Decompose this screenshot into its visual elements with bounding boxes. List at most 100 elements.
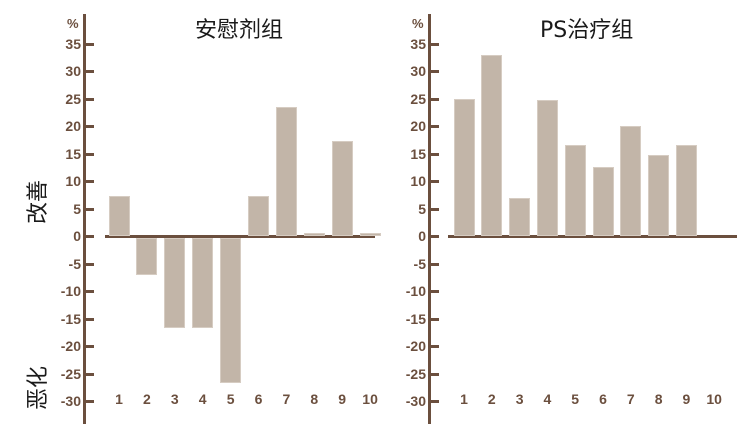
y-tick (85, 180, 94, 183)
y-tick (430, 290, 439, 293)
y-tick (85, 125, 94, 128)
bar (620, 126, 642, 236)
y-tick-label: 35 (65, 35, 81, 52)
y-tick (430, 400, 439, 403)
y-tick-label: 5 (73, 200, 81, 217)
bar (648, 155, 670, 236)
x-tick-label: 2 (142, 391, 151, 407)
y-tick-label: 20 (410, 118, 426, 134)
y-tick-label: -25 (60, 365, 81, 382)
y-tick-label: -30 (405, 393, 426, 409)
y-tick-label: -5 (413, 255, 426, 272)
y-tick-label: -30 (60, 393, 81, 409)
chart-title: 安慰剂组 (195, 18, 284, 43)
y-tick (85, 345, 94, 348)
y-tick-label: 0 (73, 228, 81, 244)
y-tick-label: -25 (405, 365, 426, 382)
y-tick (85, 235, 94, 238)
bar (592, 167, 614, 236)
y-tick-label: 15 (65, 145, 81, 162)
bar (509, 197, 531, 236)
y-tick-label: -20 (60, 338, 81, 354)
x-tick-label: 2 (487, 391, 496, 407)
bar (275, 106, 297, 236)
y-tick-label: 10 (410, 173, 426, 189)
y-tick-label: 35 (410, 35, 426, 52)
y-tick (85, 70, 94, 73)
zero-baseline (105, 235, 375, 238)
y-tick (430, 97, 439, 101)
y-tick-label: 10 (65, 173, 81, 189)
y-tick (430, 70, 439, 73)
bar (564, 144, 586, 236)
y-tick (430, 152, 439, 156)
y-tick (85, 262, 94, 266)
y-axis-unit: % (67, 16, 79, 31)
y-tick-label: 15 (410, 145, 426, 162)
bar (331, 140, 353, 236)
y-tick-label: 0 (418, 228, 426, 244)
x-tick-label: 8 (310, 391, 319, 407)
x-tick-label: 6 (599, 391, 607, 407)
bar (481, 54, 503, 236)
y-tick-label: -15 (405, 310, 426, 327)
y-tick (85, 400, 94, 403)
x-tick-label: 10 (706, 391, 722, 407)
y-tick-label: -10 (60, 283, 81, 299)
y-axis-unit: % (412, 16, 424, 31)
y-tick (430, 372, 439, 376)
bar (303, 233, 325, 236)
y-tick (85, 207, 94, 211)
y-tick-label: -15 (60, 310, 81, 327)
y-tick (430, 235, 439, 238)
y-tick (85, 372, 94, 376)
zero-baseline (448, 235, 737, 238)
y-tick (430, 180, 439, 183)
y-tick (85, 97, 94, 101)
bar (675, 144, 697, 236)
bar (192, 238, 214, 329)
x-tick-label: 4 (198, 391, 207, 407)
y-tick (430, 262, 439, 266)
y-tick-label: 30 (410, 63, 426, 79)
y-tick-label: 30 (65, 63, 81, 79)
x-tick-label: 7 (626, 391, 635, 407)
bar (164, 238, 186, 329)
bar (108, 195, 130, 236)
y-tick-label: -5 (68, 255, 81, 272)
y-axis (428, 14, 431, 424)
bar (220, 238, 242, 384)
x-tick-label: 5 (571, 391, 580, 407)
y-tick (85, 152, 94, 156)
y-tick-label: 25 (410, 90, 426, 107)
y-tick (430, 207, 439, 211)
x-tick-label: 4 (543, 391, 552, 407)
x-tick-label: 9 (682, 391, 691, 407)
y-tick (430, 125, 439, 128)
x-tick-label: 8 (654, 391, 663, 407)
bar (453, 98, 475, 236)
y-tick (85, 290, 94, 293)
bar (248, 195, 269, 236)
y-tick (430, 42, 439, 46)
y-tick (85, 317, 94, 321)
bar (536, 100, 558, 236)
x-tick-label: 1 (115, 391, 123, 407)
x-tick-label: 5 (226, 391, 235, 407)
y-tick (430, 345, 439, 348)
y-tick-label: 5 (418, 200, 426, 217)
x-tick-label: 10 (362, 391, 378, 407)
y-tick-label: -20 (405, 338, 426, 354)
x-tick-label: 9 (338, 391, 347, 407)
y-tick-label: 25 (65, 90, 81, 107)
x-tick-label: 3 (170, 391, 179, 407)
y-tick-label: -10 (405, 283, 426, 299)
x-tick-label: 6 (254, 391, 263, 407)
bar (359, 233, 381, 236)
x-tick-label: 3 (515, 391, 524, 407)
x-tick-label: 7 (282, 391, 291, 407)
x-tick-label: 1 (460, 391, 468, 407)
y-tick-label: 20 (65, 118, 81, 134)
y-axis (83, 14, 86, 424)
